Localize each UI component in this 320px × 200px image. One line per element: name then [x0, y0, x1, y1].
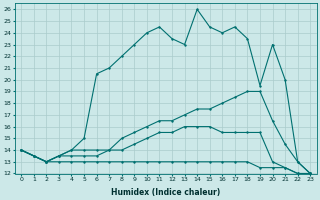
X-axis label: Humidex (Indice chaleur): Humidex (Indice chaleur): [111, 188, 220, 197]
